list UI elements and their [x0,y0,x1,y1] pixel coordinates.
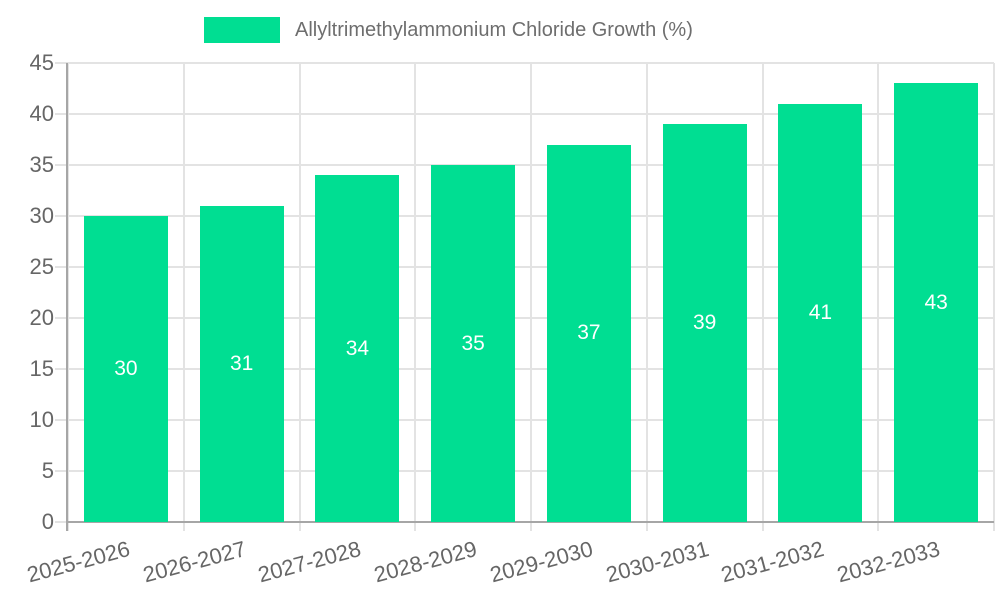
y-axis-line [66,63,68,531]
x-gridline-5 [645,63,648,531]
x-gridline-4 [530,63,532,531]
y-gridline-5 [55,470,994,472]
y-gridline-10 [55,419,994,421]
y-gridline-30 [55,215,994,217]
x-gridline-0 [67,63,69,531]
bar-2026-2027: 31 [199,205,284,522]
bar-2031-2032: 41 [778,103,863,522]
y-gridline-15 [55,368,994,370]
bar-value-label-2027-2028: 34 [345,336,370,360]
y-gridline-20 [55,317,994,319]
y-tick-label-30: 30 [29,203,54,228]
x-gridline-6 [761,63,764,531]
legend-item[interactable]: Allyltrimethylammonium Chloride Growth (… [204,17,693,43]
bar-2028-2029: 35 [431,165,516,522]
bar-value-label-2026-2027: 31 [229,351,254,375]
y-tick-label-20: 20 [29,305,54,330]
x-axis-line [66,521,994,523]
x-gridline-8 [993,63,995,531]
bar-value-label-2025-2026: 30 [114,357,138,380]
x-gridline-1 [182,63,185,531]
y-tick-label-0: 0 [41,509,54,534]
x-gridline-7 [877,63,880,531]
bar-2027-2028: 34 [315,175,400,522]
y-tick-label-40: 40 [29,101,54,126]
bar-value-label-2029-2030: 37 [577,321,601,345]
bar-value-label-2028-2029: 35 [461,331,485,355]
y-gridline-40 [55,113,994,115]
bar-2032-2033: 43 [894,83,979,522]
bar-2025-2026: 30 [83,216,168,522]
y-gridline-45 [55,62,994,64]
bar-2029-2030: 37 [546,144,631,522]
bar-value-label-2031-2032: 41 [808,300,833,324]
y-gridline-25 [55,266,994,268]
y-tick-label-25: 25 [29,254,54,279]
x-gridline-2 [298,63,301,531]
y-tick-label-45: 45 [29,50,54,75]
y-tick-label-15: 15 [29,356,54,381]
legend-label: Allyltrimethylammonium Chloride Growth (… [295,19,693,41]
y-tick-label-35: 35 [29,152,54,177]
bar-value-label-2030-2031: 39 [692,311,717,335]
bar-value-label-2032-2033: 43 [924,290,948,314]
legend-swatch [204,17,280,43]
y-gridline-35 [55,164,994,166]
y-tick-label-10: 10 [29,407,54,432]
y-tick-label-5: 5 [41,458,54,483]
bar-2030-2031: 39 [662,124,747,522]
x-gridline-3 [414,63,417,531]
